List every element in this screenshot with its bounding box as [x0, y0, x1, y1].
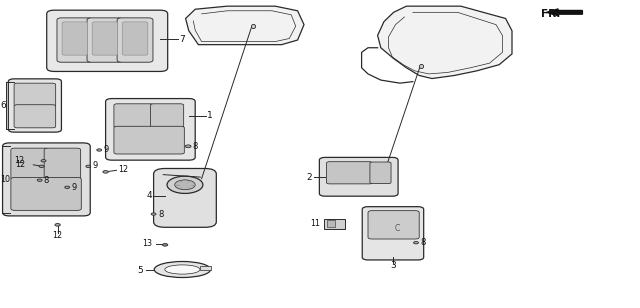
FancyArrow shape: [547, 9, 582, 16]
FancyBboxPatch shape: [8, 79, 61, 132]
Circle shape: [37, 179, 42, 181]
Circle shape: [167, 176, 203, 193]
FancyBboxPatch shape: [47, 10, 168, 71]
FancyBboxPatch shape: [14, 105, 56, 128]
FancyBboxPatch shape: [87, 18, 123, 62]
FancyBboxPatch shape: [62, 22, 88, 55]
Text: 7: 7: [179, 35, 185, 44]
Text: 8: 8: [158, 209, 163, 219]
Polygon shape: [186, 6, 304, 45]
Circle shape: [86, 165, 91, 168]
Polygon shape: [378, 6, 512, 79]
FancyBboxPatch shape: [122, 22, 148, 55]
Circle shape: [65, 186, 70, 188]
Text: 4: 4: [147, 191, 152, 200]
FancyBboxPatch shape: [57, 18, 93, 62]
Circle shape: [163, 244, 168, 246]
FancyBboxPatch shape: [14, 83, 56, 106]
FancyBboxPatch shape: [11, 177, 81, 210]
Ellipse shape: [154, 261, 211, 278]
FancyBboxPatch shape: [362, 207, 424, 260]
Text: 2: 2: [307, 172, 312, 182]
Circle shape: [175, 180, 195, 190]
Circle shape: [186, 145, 191, 148]
FancyBboxPatch shape: [154, 168, 216, 227]
Text: C: C: [394, 224, 399, 233]
Text: 6: 6: [0, 101, 6, 110]
Text: 8: 8: [192, 142, 197, 151]
Text: 12: 12: [15, 160, 26, 169]
FancyBboxPatch shape: [11, 148, 49, 180]
Text: 11: 11: [310, 219, 320, 228]
FancyBboxPatch shape: [106, 99, 195, 160]
FancyBboxPatch shape: [44, 148, 81, 180]
FancyBboxPatch shape: [326, 162, 372, 184]
Text: 8: 8: [44, 176, 49, 185]
Text: 13: 13: [142, 239, 152, 249]
Circle shape: [97, 149, 102, 151]
Text: 12: 12: [118, 165, 128, 174]
FancyBboxPatch shape: [114, 126, 184, 154]
Bar: [200, 266, 211, 270]
Text: 10: 10: [0, 175, 10, 184]
Circle shape: [151, 213, 156, 215]
Text: FR.: FR.: [541, 9, 560, 19]
FancyBboxPatch shape: [92, 22, 118, 55]
Text: 9: 9: [71, 183, 76, 192]
FancyBboxPatch shape: [370, 162, 391, 184]
Text: 12: 12: [52, 231, 63, 240]
Text: 9: 9: [92, 161, 97, 170]
Text: 3: 3: [390, 261, 396, 270]
Text: 8: 8: [420, 238, 426, 247]
Text: 5: 5: [138, 266, 143, 275]
FancyBboxPatch shape: [114, 104, 154, 128]
FancyBboxPatch shape: [319, 157, 398, 196]
FancyBboxPatch shape: [117, 18, 153, 62]
Bar: [324, 219, 345, 229]
FancyBboxPatch shape: [150, 104, 184, 128]
Text: 12: 12: [14, 156, 24, 165]
Text: 1: 1: [207, 111, 213, 120]
Circle shape: [103, 171, 108, 173]
Bar: [327, 220, 335, 227]
Circle shape: [41, 160, 46, 162]
Circle shape: [413, 241, 419, 244]
Ellipse shape: [165, 265, 200, 274]
Text: 9: 9: [104, 145, 109, 155]
Circle shape: [39, 165, 44, 168]
FancyBboxPatch shape: [3, 143, 90, 216]
FancyBboxPatch shape: [368, 211, 419, 239]
Circle shape: [55, 224, 60, 226]
